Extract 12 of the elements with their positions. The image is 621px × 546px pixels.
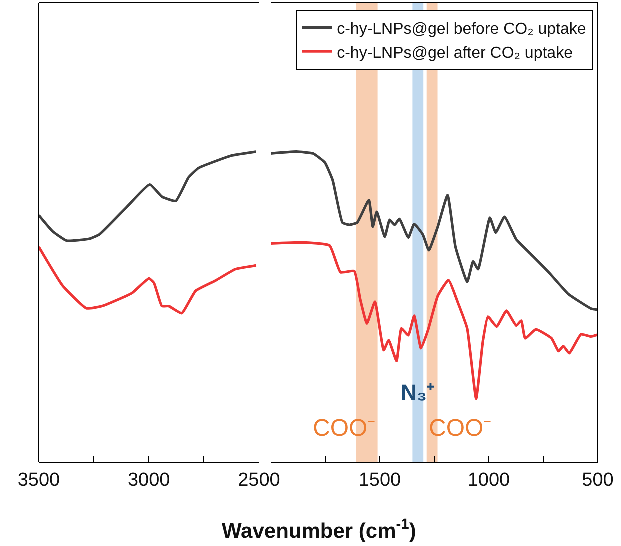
band-label: COO⁻: [429, 415, 492, 442]
x-tick-label: 500: [582, 470, 614, 491]
band-label: COO⁻: [313, 415, 376, 442]
legend-label: c-hy-LNPs@gel after CO₂ uptake: [337, 44, 574, 62]
x-tick-label: 1500: [358, 470, 402, 491]
x-tick-label: 2500: [238, 470, 280, 491]
x-tick-label: 3500: [18, 470, 60, 491]
x-tick-label: 1000: [468, 470, 510, 491]
band-label: N₃⁺: [401, 380, 436, 405]
x-axis-title: Wavenumber (cm$^{-1}$): [222, 517, 416, 543]
x-tick-label: 3000: [128, 470, 170, 491]
legend-label: c-hy-LNPs@gel before CO₂ uptake: [337, 21, 586, 38]
